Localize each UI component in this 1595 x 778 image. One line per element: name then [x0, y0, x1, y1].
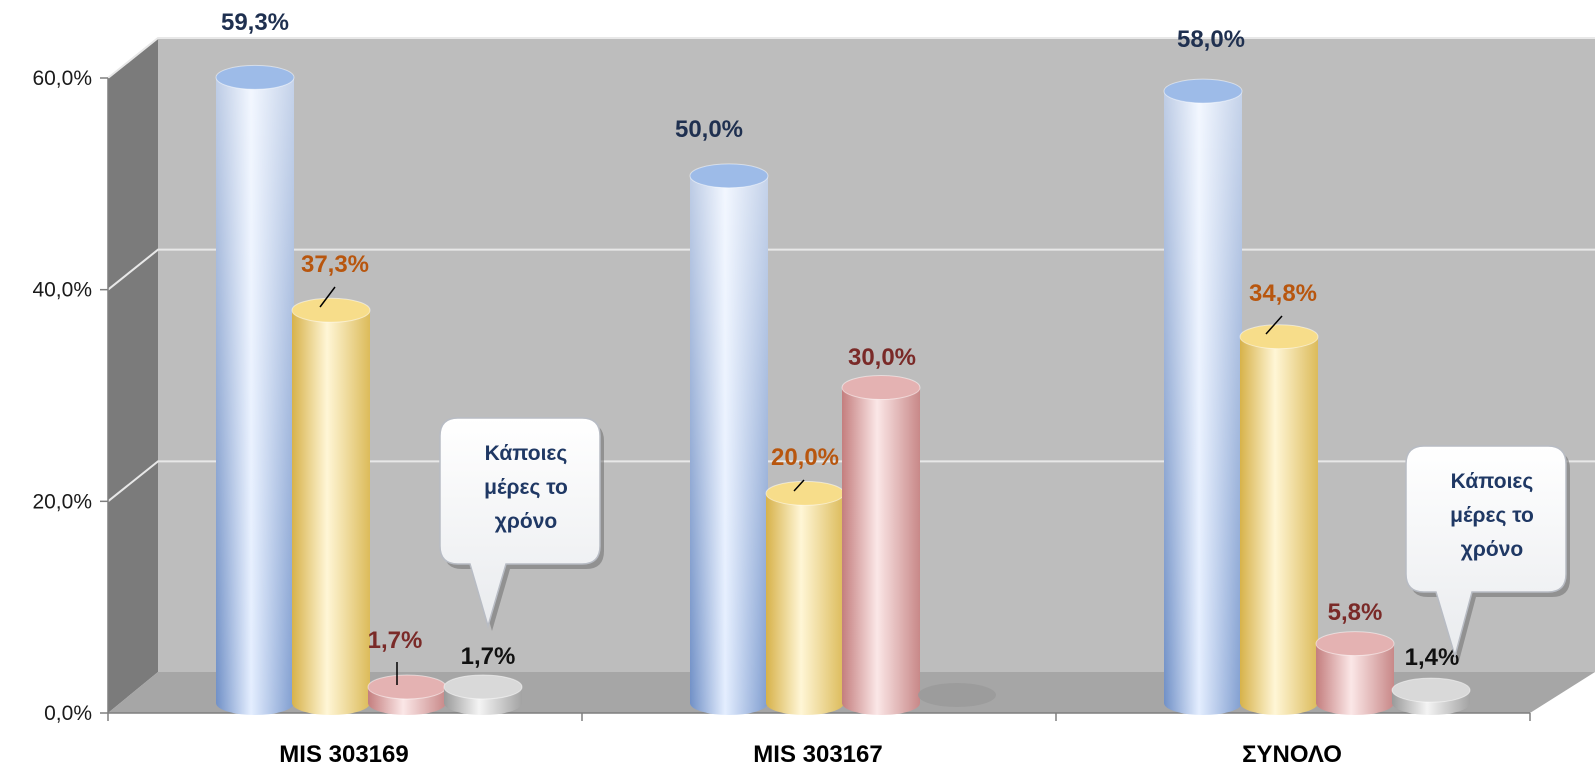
data-label: 30,0%: [848, 344, 916, 371]
y-tick-label: 60,0%: [32, 67, 92, 90]
bar: [443, 674, 523, 715]
bar-sheen: [690, 175, 768, 716]
bar: [1315, 631, 1395, 715]
bar: [1163, 78, 1243, 715]
bar-body: [292, 310, 370, 715]
data-label: 59,3%: [221, 9, 289, 36]
bar-empty: [918, 683, 996, 707]
y-tick-label: 0,0%: [44, 702, 92, 725]
bar: [1391, 677, 1471, 715]
bar-body: [766, 493, 844, 715]
leader-line: [1265, 315, 1283, 335]
data-label: 50,0%: [675, 116, 743, 143]
bar-top: [689, 163, 769, 189]
bar-body: [1316, 643, 1394, 715]
data-label: 5,8%: [1328, 599, 1383, 626]
bar: [215, 64, 295, 716]
bar: [765, 480, 845, 715]
bar: [367, 674, 447, 715]
bar-top: [215, 64, 295, 90]
y-axis-ticks: 0,0% 20,0% 40,0% 60,0%: [32, 67, 1531, 725]
bar-body: [842, 387, 920, 715]
grid-line: [107, 460, 1595, 503]
callout-text: μέρες το: [484, 476, 568, 499]
data-label: 58,0%: [1177, 26, 1245, 53]
data-label: 34,8%: [1249, 280, 1317, 307]
callouts: Κάποιες μέρες το χρόνο Κάποιες μέρες το χρόνο: [439, 417, 1570, 661]
bar-top: [443, 674, 523, 700]
bar-top: [291, 297, 371, 323]
y-tick-label: 40,0%: [32, 279, 92, 302]
bars: [215, 64, 1471, 716]
data-label: 1,4%: [1405, 644, 1460, 671]
grid-line: [107, 37, 1595, 79]
bar-top: [841, 375, 921, 400]
grid-line: [107, 248, 1595, 291]
leader-line: [793, 479, 805, 492]
y-tick-label: 20,0%: [32, 490, 92, 513]
category-label: ΣΥΝΟΛΟ: [1242, 741, 1342, 768]
bar-top: [1239, 324, 1319, 350]
category-label: MIS 303169: [279, 741, 408, 768]
leader-line: [319, 286, 336, 308]
data-label: 1,7%: [461, 643, 516, 670]
bar-body: [1240, 336, 1318, 715]
data-labels: 59,3% 37,3% 1,7% 1,7% 50,0% 20,0% 30,0% 58,0% 34…: [221, 9, 1459, 685]
callout-text: Κάποιες: [1451, 470, 1534, 493]
category-labels: MIS 303169 MIS 303167 ΣΥΝΟΛΟ: [279, 741, 1342, 768]
callout-text: χρόνο: [1461, 538, 1523, 561]
bar: [841, 375, 921, 715]
grid-lines: [107, 37, 1595, 503]
bar-top: [367, 674, 447, 700]
bar-top: [1391, 677, 1471, 703]
callout-text: χρόνο: [495, 510, 557, 533]
callout: Κάποιες μέρες το χρόνο: [439, 417, 604, 631]
callout: Κάποιες μέρες το χρόνο: [1405, 445, 1570, 661]
data-label: 1,7%: [368, 627, 423, 654]
bar: [689, 163, 769, 716]
callout-text: μέρες το: [1450, 504, 1534, 527]
bar-sheen: [1164, 91, 1242, 715]
bar-top: [1315, 631, 1395, 657]
bar: [291, 297, 371, 715]
data-label: 20,0%: [771, 444, 839, 471]
bar-top: [765, 480, 845, 506]
callout-text: Κάποιες: [485, 442, 568, 465]
callout-box: [1405, 445, 1567, 659]
bar-top: [1163, 78, 1243, 104]
side-wall: [108, 38, 158, 713]
category-label: MIS 303167: [753, 741, 882, 768]
bar: [1239, 324, 1319, 715]
callout-box: [439, 417, 601, 629]
data-label: 37,3%: [301, 251, 369, 278]
bar-sheen: [216, 77, 294, 716]
